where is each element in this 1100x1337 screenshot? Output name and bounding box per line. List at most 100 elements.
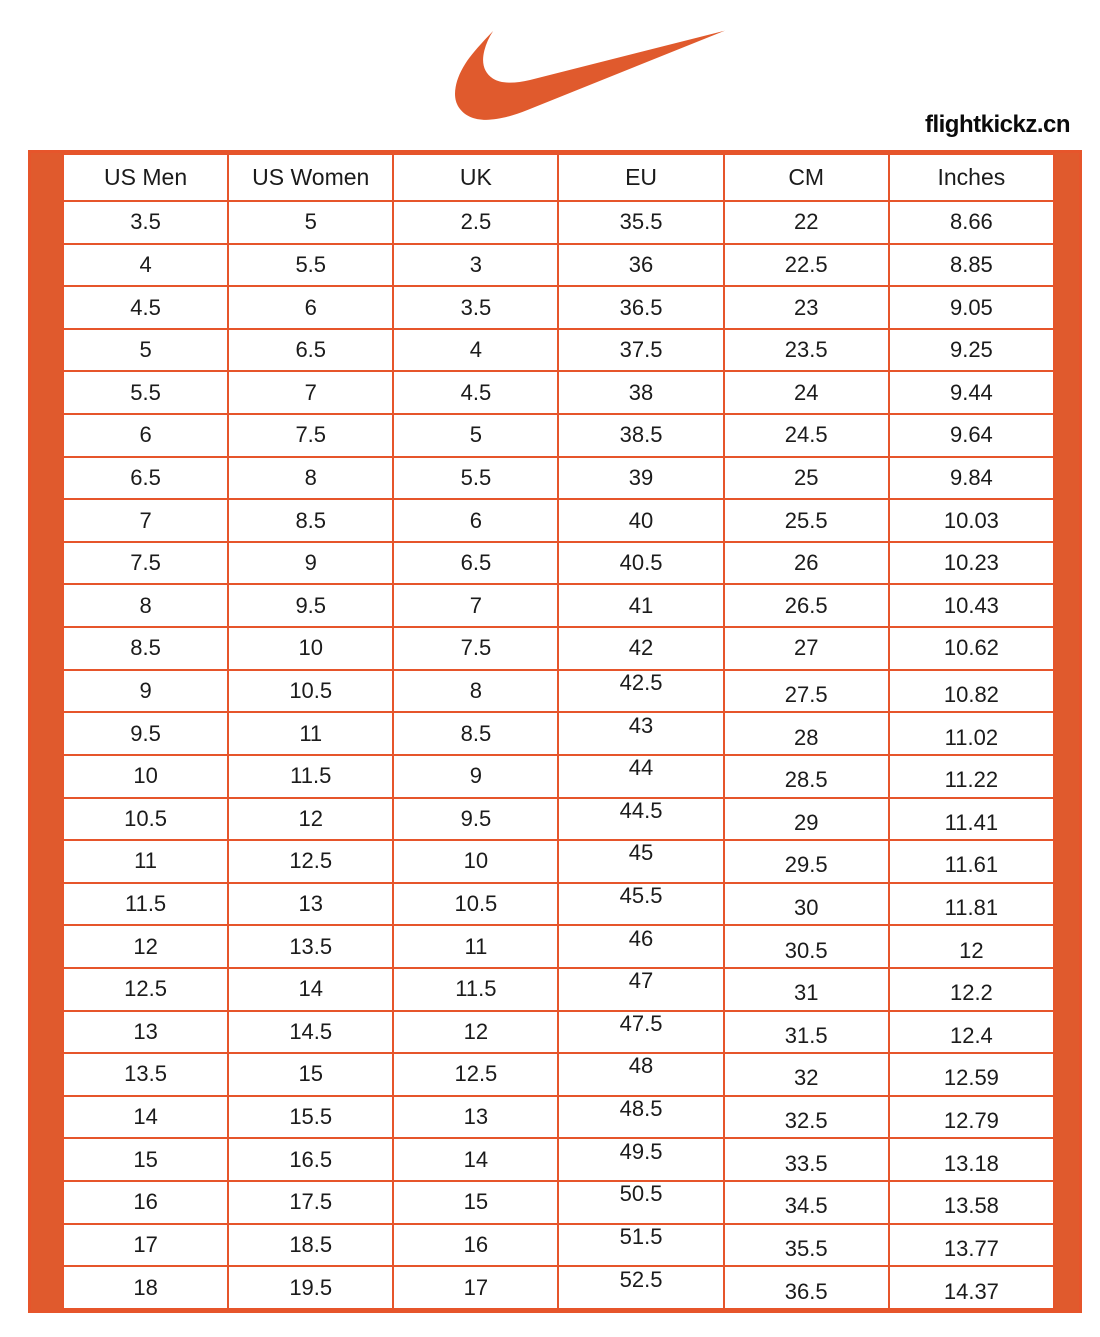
- table-cell: 11: [392, 924, 560, 969]
- cell-value: 8: [304, 464, 317, 490]
- cell-value: 34.5: [784, 1193, 828, 1219]
- table-cell: 30: [722, 881, 890, 927]
- table-cell: 9.5: [61, 711, 230, 756]
- cell-value: 25: [793, 464, 819, 490]
- cell-value: 40: [628, 507, 654, 533]
- cell-value: 35.5: [784, 1235, 828, 1261]
- table-cell: 11.5: [227, 753, 395, 799]
- cell-value: 10.5: [289, 678, 333, 703]
- cell-value: 11.5: [455, 976, 497, 1002]
- cell-value: 10.5: [454, 891, 498, 917]
- table-cell: 10.5: [227, 668, 395, 714]
- cell-value: 9.5: [460, 805, 492, 831]
- table-cell: 2.5: [392, 200, 560, 245]
- cell-value: 5: [469, 422, 483, 448]
- table-cell: 10.23: [887, 540, 1056, 586]
- table-cell: 18: [61, 1265, 230, 1310]
- cell-value: 24.5: [784, 422, 828, 448]
- table-row: 18 19.5 17 52.5 36.5 14.37: [61, 1265, 1056, 1310]
- table-row: 15 16.5 14 49.5 33.5 13.18: [61, 1137, 1056, 1183]
- table-cell: 14: [227, 966, 395, 1012]
- table-cell: 13: [392, 1094, 560, 1140]
- cell-value: 7.5: [130, 550, 161, 576]
- table-cell: 9.05: [887, 285, 1056, 330]
- table-cell: 14.37: [887, 1265, 1056, 1310]
- cell-value: 7: [304, 379, 317, 405]
- table-cell: 7: [227, 370, 395, 416]
- table-row: 12.5 14 11.5 47 31 12.2: [61, 966, 1056, 1012]
- table-cell: 5: [392, 413, 560, 458]
- cell-value: 10: [133, 763, 158, 789]
- cell-value: 5: [304, 209, 317, 235]
- table-cell: 11: [227, 711, 395, 756]
- table-cell: 5.5: [61, 370, 230, 416]
- table-cell: 26.5: [722, 583, 890, 629]
- table-cell: 5.5: [227, 242, 395, 288]
- cell-value: 8.5: [295, 507, 327, 533]
- cell-value: 22: [793, 209, 819, 235]
- table-cell: 8.85: [887, 242, 1056, 288]
- cell-value: 11: [134, 848, 157, 874]
- table-cell: 24: [722, 370, 890, 416]
- cell-value: 47: [628, 968, 654, 994]
- cell-value: 12: [298, 805, 323, 831]
- column-header: US Men: [61, 153, 230, 202]
- table-cell: 7.5: [61, 540, 230, 586]
- table-cell: 43: [557, 711, 725, 756]
- table-cell: 11.5: [392, 966, 560, 1012]
- table-cell: 52.5: [557, 1265, 725, 1310]
- cell-value: 7: [139, 507, 152, 533]
- cell-value: 30.5: [784, 937, 828, 963]
- table-cell: 12.59: [887, 1052, 1056, 1097]
- table-cell: 9: [61, 668, 230, 714]
- cell-value: 10.82: [943, 682, 999, 707]
- table-cell: 10: [61, 753, 230, 799]
- cell-value: 35.5: [619, 209, 663, 235]
- cell-value: 2.5: [460, 209, 492, 235]
- table-cell: 34.5: [722, 1180, 890, 1225]
- cell-value: 31: [793, 980, 819, 1006]
- table-row: 4.5 6 3.5 36.5 23 9.05: [61, 285, 1056, 330]
- table-cell: 32.5: [722, 1094, 890, 1140]
- header-row: US Men US Women UK EU CM Inches: [61, 153, 1056, 202]
- table-cell: 11: [61, 839, 230, 884]
- cell-value: 9.05: [949, 294, 993, 320]
- table-cell: 7.5: [392, 626, 560, 671]
- cell-value: 15.5: [289, 1104, 333, 1130]
- cell-value: 12.2: [949, 980, 993, 1006]
- table-cell: 28.5: [722, 753, 890, 799]
- table-cell: 4.5: [392, 370, 560, 416]
- table-cell: 12.4: [887, 1009, 1056, 1055]
- cell-value: 33.5: [784, 1150, 828, 1176]
- cell-value: 9.84: [949, 464, 993, 490]
- cell-value: 47.5: [619, 1010, 663, 1036]
- cell-value: 16: [133, 1189, 158, 1215]
- table-cell: 8.66: [887, 200, 1056, 245]
- table-cell: 11.02: [887, 711, 1056, 756]
- nike-swoosh-icon: [455, 30, 725, 120]
- table-cell: 9.64: [887, 413, 1056, 458]
- table-cell: 6: [392, 498, 560, 543]
- cell-value: 3.5: [130, 209, 161, 235]
- cell-value: 44.5: [619, 797, 663, 823]
- table-cell: 14.5: [227, 1009, 395, 1055]
- cell-value: 13: [463, 1104, 489, 1130]
- table-cell: 35.5: [722, 1222, 890, 1268]
- cell-value: 8.85: [949, 251, 993, 277]
- table-cell: 44: [557, 753, 725, 799]
- cell-value: 26.5: [784, 592, 828, 618]
- cell-value: 49.5: [619, 1138, 663, 1164]
- table-cell: 39: [557, 455, 725, 501]
- table-row: 11 12.5 10 45 29.5 11.61: [61, 839, 1056, 884]
- cell-value: 41: [628, 592, 654, 618]
- table-cell: 47: [557, 966, 725, 1012]
- table-cell: 42.5: [557, 668, 725, 714]
- size-chart-table: US Men US Women UK EU CM Inches 3.5 5 2.5 35.5 22…: [61, 153, 1056, 1310]
- table-cell: 47.5: [557, 1009, 725, 1055]
- cell-value: 44: [628, 755, 654, 781]
- table-cell: 9: [227, 540, 395, 586]
- cell-value: 36.5: [619, 294, 663, 320]
- size-chart: US Men US Women UK EU CM Inches 3.5 5 2.5 35.5 22…: [28, 150, 1082, 1313]
- cell-value: 9: [139, 678, 152, 703]
- table-row: 13 14.5 12 47.5 31.5 12.4: [61, 1009, 1056, 1055]
